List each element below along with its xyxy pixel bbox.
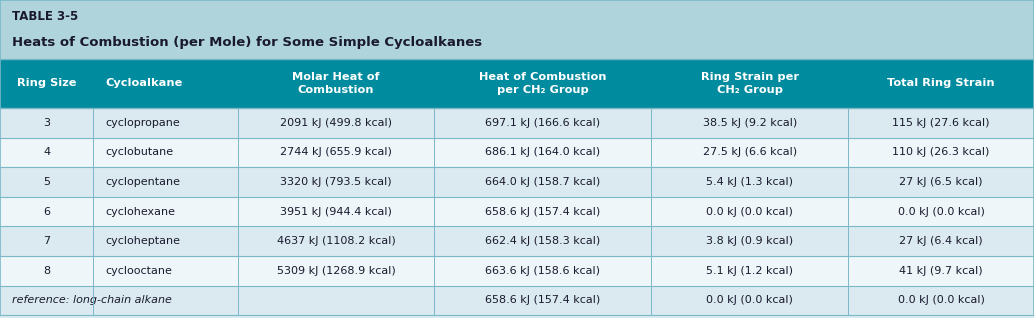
Text: 663.6 kJ (158.6 kcal): 663.6 kJ (158.6 kcal) <box>485 266 601 276</box>
Text: 658.6 kJ (157.4 kcal): 658.6 kJ (157.4 kcal) <box>485 295 601 305</box>
Text: 27 kJ (6.4 kcal): 27 kJ (6.4 kcal) <box>900 236 982 246</box>
Text: cycloheptane: cycloheptane <box>105 236 181 246</box>
Text: 686.1 kJ (164.0 kcal): 686.1 kJ (164.0 kcal) <box>485 148 601 157</box>
Text: 658.6 kJ (157.4 kcal): 658.6 kJ (157.4 kcal) <box>485 207 601 217</box>
Text: 5.1 kJ (1.2 kcal): 5.1 kJ (1.2 kcal) <box>706 266 793 276</box>
Text: 7: 7 <box>43 236 50 246</box>
FancyBboxPatch shape <box>0 138 1034 167</box>
Text: 2091 kJ (499.8 kcal): 2091 kJ (499.8 kcal) <box>280 118 392 128</box>
Text: 0.0 kJ (0.0 kcal): 0.0 kJ (0.0 kcal) <box>706 295 793 305</box>
Text: 4637 kJ (1108.2 kcal): 4637 kJ (1108.2 kcal) <box>277 236 395 246</box>
FancyBboxPatch shape <box>0 59 1034 108</box>
Text: 0.0 kJ (0.0 kcal): 0.0 kJ (0.0 kcal) <box>898 295 984 305</box>
Text: 0.0 kJ (0.0 kcal): 0.0 kJ (0.0 kcal) <box>898 207 984 217</box>
Text: TABLE 3-5: TABLE 3-5 <box>12 10 79 23</box>
Text: Ring Size: Ring Size <box>17 79 77 88</box>
Text: Molar Heat of
Combustion: Molar Heat of Combustion <box>293 72 379 95</box>
Text: Heats of Combustion (per Mole) for Some Simple Cycloalkanes: Heats of Combustion (per Mole) for Some … <box>12 37 483 49</box>
Text: Ring Strain per
CH₂ Group: Ring Strain per CH₂ Group <box>701 72 798 95</box>
Text: 0.0 kJ (0.0 kcal): 0.0 kJ (0.0 kcal) <box>706 207 793 217</box>
Text: Cycloalkane: Cycloalkane <box>105 79 183 88</box>
FancyBboxPatch shape <box>0 108 1034 138</box>
Text: 110 kJ (26.3 kcal): 110 kJ (26.3 kcal) <box>892 148 990 157</box>
Text: 2744 kJ (655.9 kcal): 2744 kJ (655.9 kcal) <box>280 148 392 157</box>
Text: 115 kJ (27.6 kcal): 115 kJ (27.6 kcal) <box>892 118 990 128</box>
FancyBboxPatch shape <box>0 0 1034 59</box>
Text: 5.4 kJ (1.3 kcal): 5.4 kJ (1.3 kcal) <box>706 177 793 187</box>
Text: cyclopentane: cyclopentane <box>105 177 181 187</box>
FancyBboxPatch shape <box>0 256 1034 286</box>
Text: 697.1 kJ (166.6 kcal): 697.1 kJ (166.6 kcal) <box>485 118 601 128</box>
Text: 8: 8 <box>43 266 50 276</box>
Text: cyclobutane: cyclobutane <box>105 148 174 157</box>
Text: 38.5 kJ (9.2 kcal): 38.5 kJ (9.2 kcal) <box>702 118 797 128</box>
Text: 4: 4 <box>43 148 50 157</box>
Text: cyclopropane: cyclopropane <box>105 118 180 128</box>
Text: 3.8 kJ (0.9 kcal): 3.8 kJ (0.9 kcal) <box>706 236 793 246</box>
FancyBboxPatch shape <box>0 197 1034 226</box>
Text: 27.5 kJ (6.6 kcal): 27.5 kJ (6.6 kcal) <box>702 148 797 157</box>
Text: 3951 kJ (944.4 kcal): 3951 kJ (944.4 kcal) <box>280 207 392 217</box>
Text: 3: 3 <box>43 118 50 128</box>
Text: 662.4 kJ (158.3 kcal): 662.4 kJ (158.3 kcal) <box>485 236 601 246</box>
Text: 664.0 kJ (158.7 kcal): 664.0 kJ (158.7 kcal) <box>485 177 601 187</box>
Text: 41 kJ (9.7 kcal): 41 kJ (9.7 kcal) <box>900 266 982 276</box>
Text: 5309 kJ (1268.9 kcal): 5309 kJ (1268.9 kcal) <box>277 266 395 276</box>
FancyBboxPatch shape <box>0 167 1034 197</box>
Text: Total Ring Strain: Total Ring Strain <box>887 79 995 88</box>
Text: reference: long-chain alkane: reference: long-chain alkane <box>12 295 173 305</box>
FancyBboxPatch shape <box>0 226 1034 256</box>
FancyBboxPatch shape <box>0 286 1034 315</box>
Text: Heat of Combustion
per CH₂ Group: Heat of Combustion per CH₂ Group <box>479 72 607 95</box>
Text: 27 kJ (6.5 kcal): 27 kJ (6.5 kcal) <box>900 177 982 187</box>
Text: 3320 kJ (793.5 kcal): 3320 kJ (793.5 kcal) <box>280 177 392 187</box>
Text: cyclooctane: cyclooctane <box>105 266 173 276</box>
Text: cyclohexane: cyclohexane <box>105 207 176 217</box>
Text: 6: 6 <box>43 207 50 217</box>
Text: 5: 5 <box>43 177 50 187</box>
